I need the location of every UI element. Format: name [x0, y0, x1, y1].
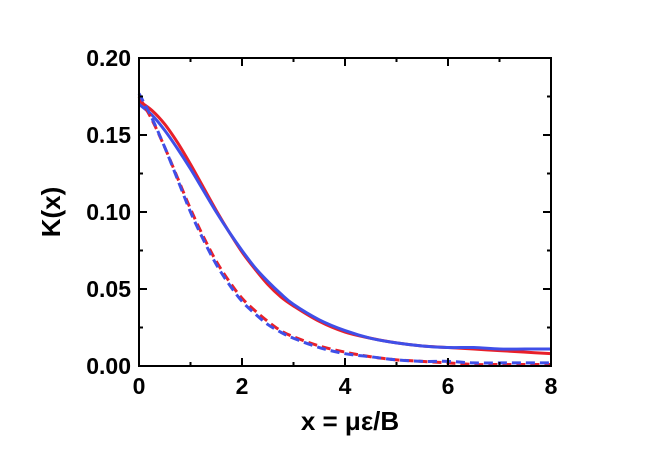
x-tick-label: 8 [545, 373, 558, 399]
y-tick-label: 0.15 [86, 122, 131, 148]
y-tick-label: 0.10 [86, 199, 131, 225]
series-line-2-solid [138, 103, 551, 351]
x-tick-label: 2 [236, 373, 249, 399]
series-line-3-dashed [137, 95, 551, 367]
y-axis-label: K(x) [36, 187, 66, 238]
x-tick-label: 0 [133, 373, 146, 399]
series-layer [137, 92, 552, 367]
series-line-4-dashed [137, 92, 551, 365]
y-tick-label: 0.00 [86, 353, 131, 379]
x-axis-label: x = με/B [301, 406, 399, 436]
ticks-layer: 0 2 4 6 8 0.00 0.05 0.10 0.15 0.20 [86, 45, 557, 399]
plot-frame [138, 57, 552, 367]
y-tick-label: 0.20 [86, 45, 131, 71]
x-tick-label: 6 [442, 373, 455, 399]
series-line-1-solid [138, 99, 552, 356]
y-tick-label: 0.05 [86, 276, 131, 302]
x-tick-label: 4 [339, 373, 352, 399]
